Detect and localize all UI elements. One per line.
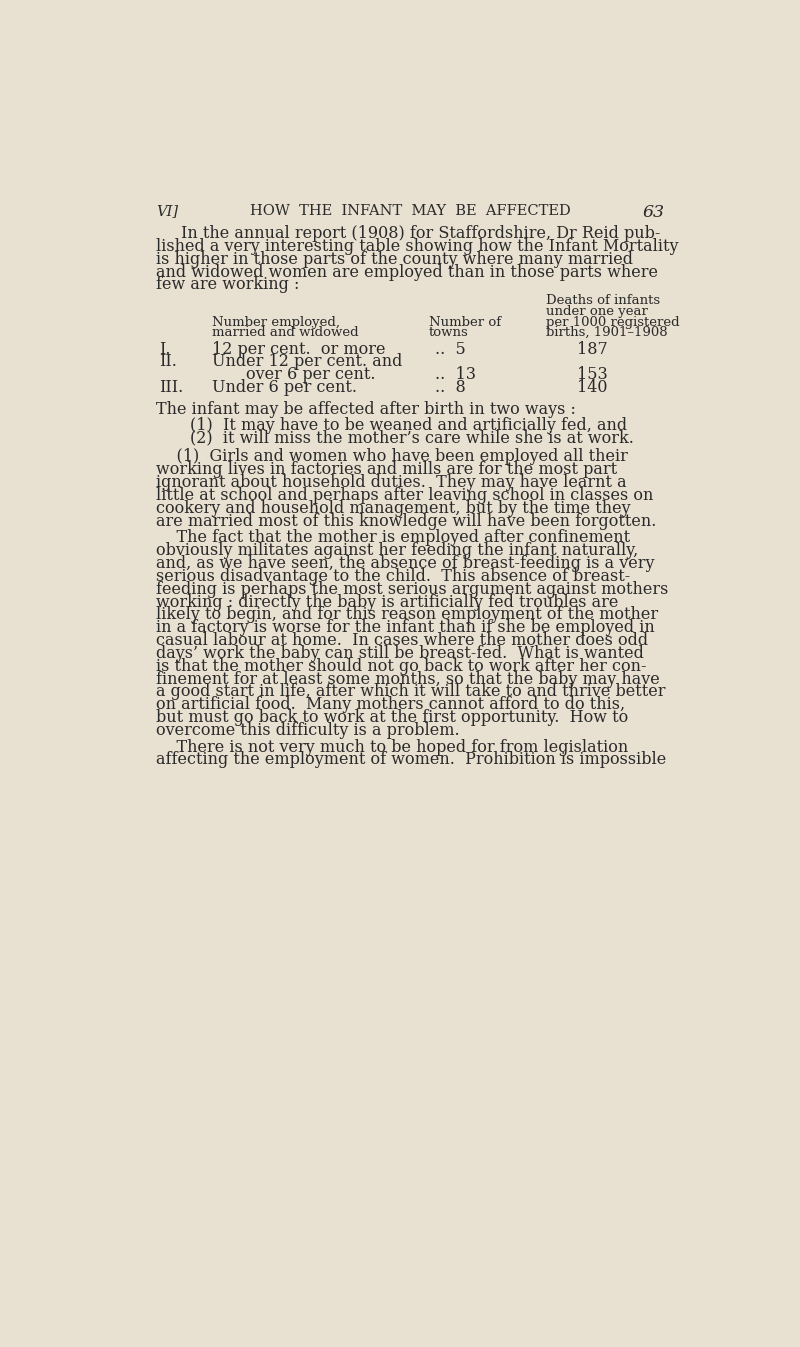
Text: HOW  THE  INFANT  MAY  BE  AFFECTED: HOW THE INFANT MAY BE AFFECTED bbox=[250, 203, 570, 218]
Text: casual labour at home.  In cases where the mother does odd: casual labour at home. In cases where th… bbox=[156, 632, 648, 649]
Text: towns: towns bbox=[429, 326, 468, 339]
Text: births, 1901–1908: births, 1901–1908 bbox=[546, 326, 668, 339]
Text: in a factory is worse for the infant than if she be employed in: in a factory is worse for the infant tha… bbox=[156, 620, 654, 636]
Text: ignorant about household duties.  They may have learnt a: ignorant about household duties. They ma… bbox=[156, 474, 626, 492]
Text: working lives in factories and mills are for the most part: working lives in factories and mills are… bbox=[156, 461, 617, 478]
Text: ..  13: .. 13 bbox=[435, 366, 476, 384]
Text: on artificial food.  Many mothers cannot afford to do this,: on artificial food. Many mothers cannot … bbox=[156, 696, 625, 713]
Text: 187: 187 bbox=[578, 341, 608, 357]
Text: 140: 140 bbox=[578, 379, 608, 396]
Text: are married most of this knowledge will have been forgotten.: are married most of this knowledge will … bbox=[156, 513, 656, 529]
Text: 63: 63 bbox=[642, 203, 664, 221]
Text: Deaths of infants: Deaths of infants bbox=[546, 295, 661, 307]
Text: (2)  it will miss the mother’s care while she is at work.: (2) it will miss the mother’s care while… bbox=[190, 430, 634, 447]
Text: Under 12 per cent. and: Under 12 per cent. and bbox=[211, 353, 402, 370]
Text: overcome this difficulty is a problem.: overcome this difficulty is a problem. bbox=[156, 722, 459, 740]
Text: obviously militates against her feeding the infant naturally,: obviously militates against her feeding … bbox=[156, 541, 638, 559]
Text: lished a very interesting table showing how the Infant Mortality: lished a very interesting table showing … bbox=[156, 238, 678, 255]
Text: (1)  Girls and women who have been employed all their: (1) Girls and women who have been employ… bbox=[156, 449, 628, 466]
Text: Under 6 per cent.: Under 6 per cent. bbox=[211, 379, 357, 396]
Text: 12 per cent.  or more: 12 per cent. or more bbox=[211, 341, 385, 357]
Text: The fact that the mother is employed after confinement: The fact that the mother is employed aft… bbox=[156, 529, 630, 547]
Text: In the annual report (1908) for Staffordshire, Dr Reid pub-: In the annual report (1908) for Stafford… bbox=[181, 225, 660, 242]
Text: over 6 per cent.: over 6 per cent. bbox=[246, 366, 375, 384]
Text: ..  8: .. 8 bbox=[435, 379, 466, 396]
Text: per 1000 registered: per 1000 registered bbox=[546, 315, 680, 329]
Text: affecting the employment of women.  Prohibition is impossible: affecting the employment of women. Prohi… bbox=[156, 752, 666, 768]
Text: under one year: under one year bbox=[546, 304, 648, 318]
Text: likely to begin, and for this reason employment of the mother: likely to begin, and for this reason emp… bbox=[156, 606, 658, 624]
Text: and, as we have seen, the absence of breast-feeding is a very: and, as we have seen, the absence of bre… bbox=[156, 555, 654, 572]
Text: feeding is perhaps the most serious argument against mothers: feeding is perhaps the most serious argu… bbox=[156, 581, 668, 598]
Text: 153: 153 bbox=[578, 366, 608, 384]
Text: working : directly the baby is artificially fed troubles are: working : directly the baby is artificia… bbox=[156, 594, 618, 610]
Text: (1)  It may have to be weaned and artificially fed, and: (1) It may have to be weaned and artific… bbox=[190, 418, 627, 434]
Text: There is not very much to be hoped for from legislation: There is not very much to be hoped for f… bbox=[156, 738, 628, 756]
Text: cookery and household management, but by the time they: cookery and household management, but by… bbox=[156, 500, 630, 517]
Text: and widowed women are employed than in those parts where: and widowed women are employed than in t… bbox=[156, 264, 658, 280]
Text: II.: II. bbox=[159, 353, 177, 370]
Text: few are working :: few are working : bbox=[156, 276, 299, 294]
Text: days’ work the baby can still be breast-fed.  What is wanted: days’ work the baby can still be breast-… bbox=[156, 645, 644, 661]
Text: a good start in life, after which it will take to and thrive better: a good start in life, after which it wil… bbox=[156, 683, 666, 700]
Text: finement for at least some months, so that the baby may have: finement for at least some months, so th… bbox=[156, 671, 659, 687]
Text: little at school and perhaps after leaving school in classes on: little at school and perhaps after leavi… bbox=[156, 486, 653, 504]
Text: serious disadvantage to the child.  This absence of breast-: serious disadvantage to the child. This … bbox=[156, 568, 630, 585]
Text: ..  5: .. 5 bbox=[435, 341, 466, 357]
Text: III.: III. bbox=[159, 379, 183, 396]
Text: but must go back to work at the first opportunity.  How to: but must go back to work at the first op… bbox=[156, 709, 628, 726]
Text: is that the mother should not go back to work after her con-: is that the mother should not go back to… bbox=[156, 657, 646, 675]
Text: Number of: Number of bbox=[429, 315, 501, 329]
Text: married and widowed: married and widowed bbox=[211, 326, 358, 339]
Text: I.: I. bbox=[159, 341, 170, 357]
Text: is higher in those parts of the county where many married: is higher in those parts of the county w… bbox=[156, 251, 633, 268]
Text: The infant may be affected after birth in two ways :: The infant may be affected after birth i… bbox=[156, 401, 576, 418]
Text: Number employed,: Number employed, bbox=[211, 315, 340, 329]
Text: VI]: VI] bbox=[156, 203, 178, 218]
